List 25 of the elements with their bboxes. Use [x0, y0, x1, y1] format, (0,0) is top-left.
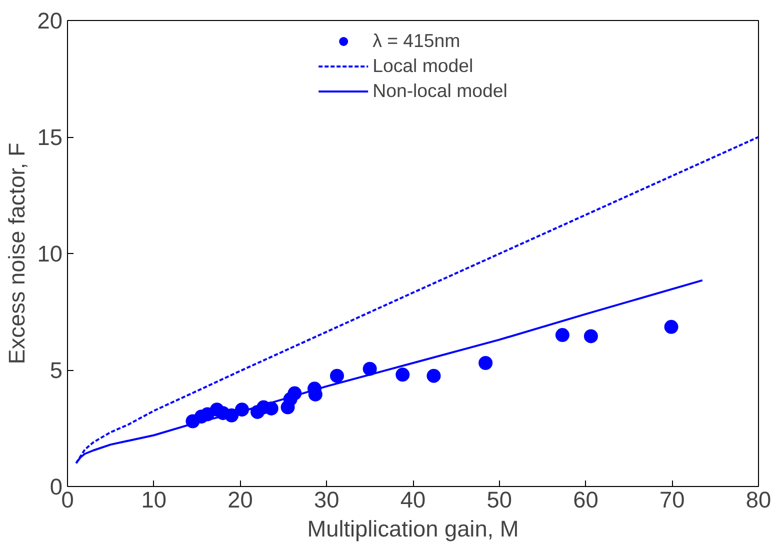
y-tick-label: 5: [50, 357, 63, 383]
y-tick-label: 15: [37, 124, 62, 150]
x-tick-label: 20: [228, 486, 253, 512]
x-tick-label: 60: [573, 486, 598, 512]
x-tick-label: 30: [314, 486, 340, 512]
point: [478, 356, 493, 370]
y-axis-title: Excess noise factor, F: [3, 142, 30, 364]
legend-label: λ = 415nm: [372, 30, 460, 52]
point: [330, 368, 344, 383]
point: [664, 320, 678, 334]
x-tick-label: 80: [746, 486, 772, 512]
x-tick-label: 70: [660, 486, 685, 512]
point: [584, 329, 598, 344]
x-tick-label: 40: [400, 486, 426, 512]
legend-label: Non-local model: [372, 80, 508, 102]
point: [555, 328, 570, 342]
y-tick-label: 20: [37, 8, 62, 34]
x-axis-title: Multiplication gain, M: [307, 516, 519, 542]
y-tick-label: 10: [37, 240, 62, 266]
x-tick-label: 50: [486, 486, 512, 512]
legend-label: Local model: [372, 55, 474, 77]
x-tick-label: 10: [141, 486, 166, 512]
point: [426, 368, 441, 383]
point: [396, 368, 410, 382]
point: [362, 362, 377, 376]
